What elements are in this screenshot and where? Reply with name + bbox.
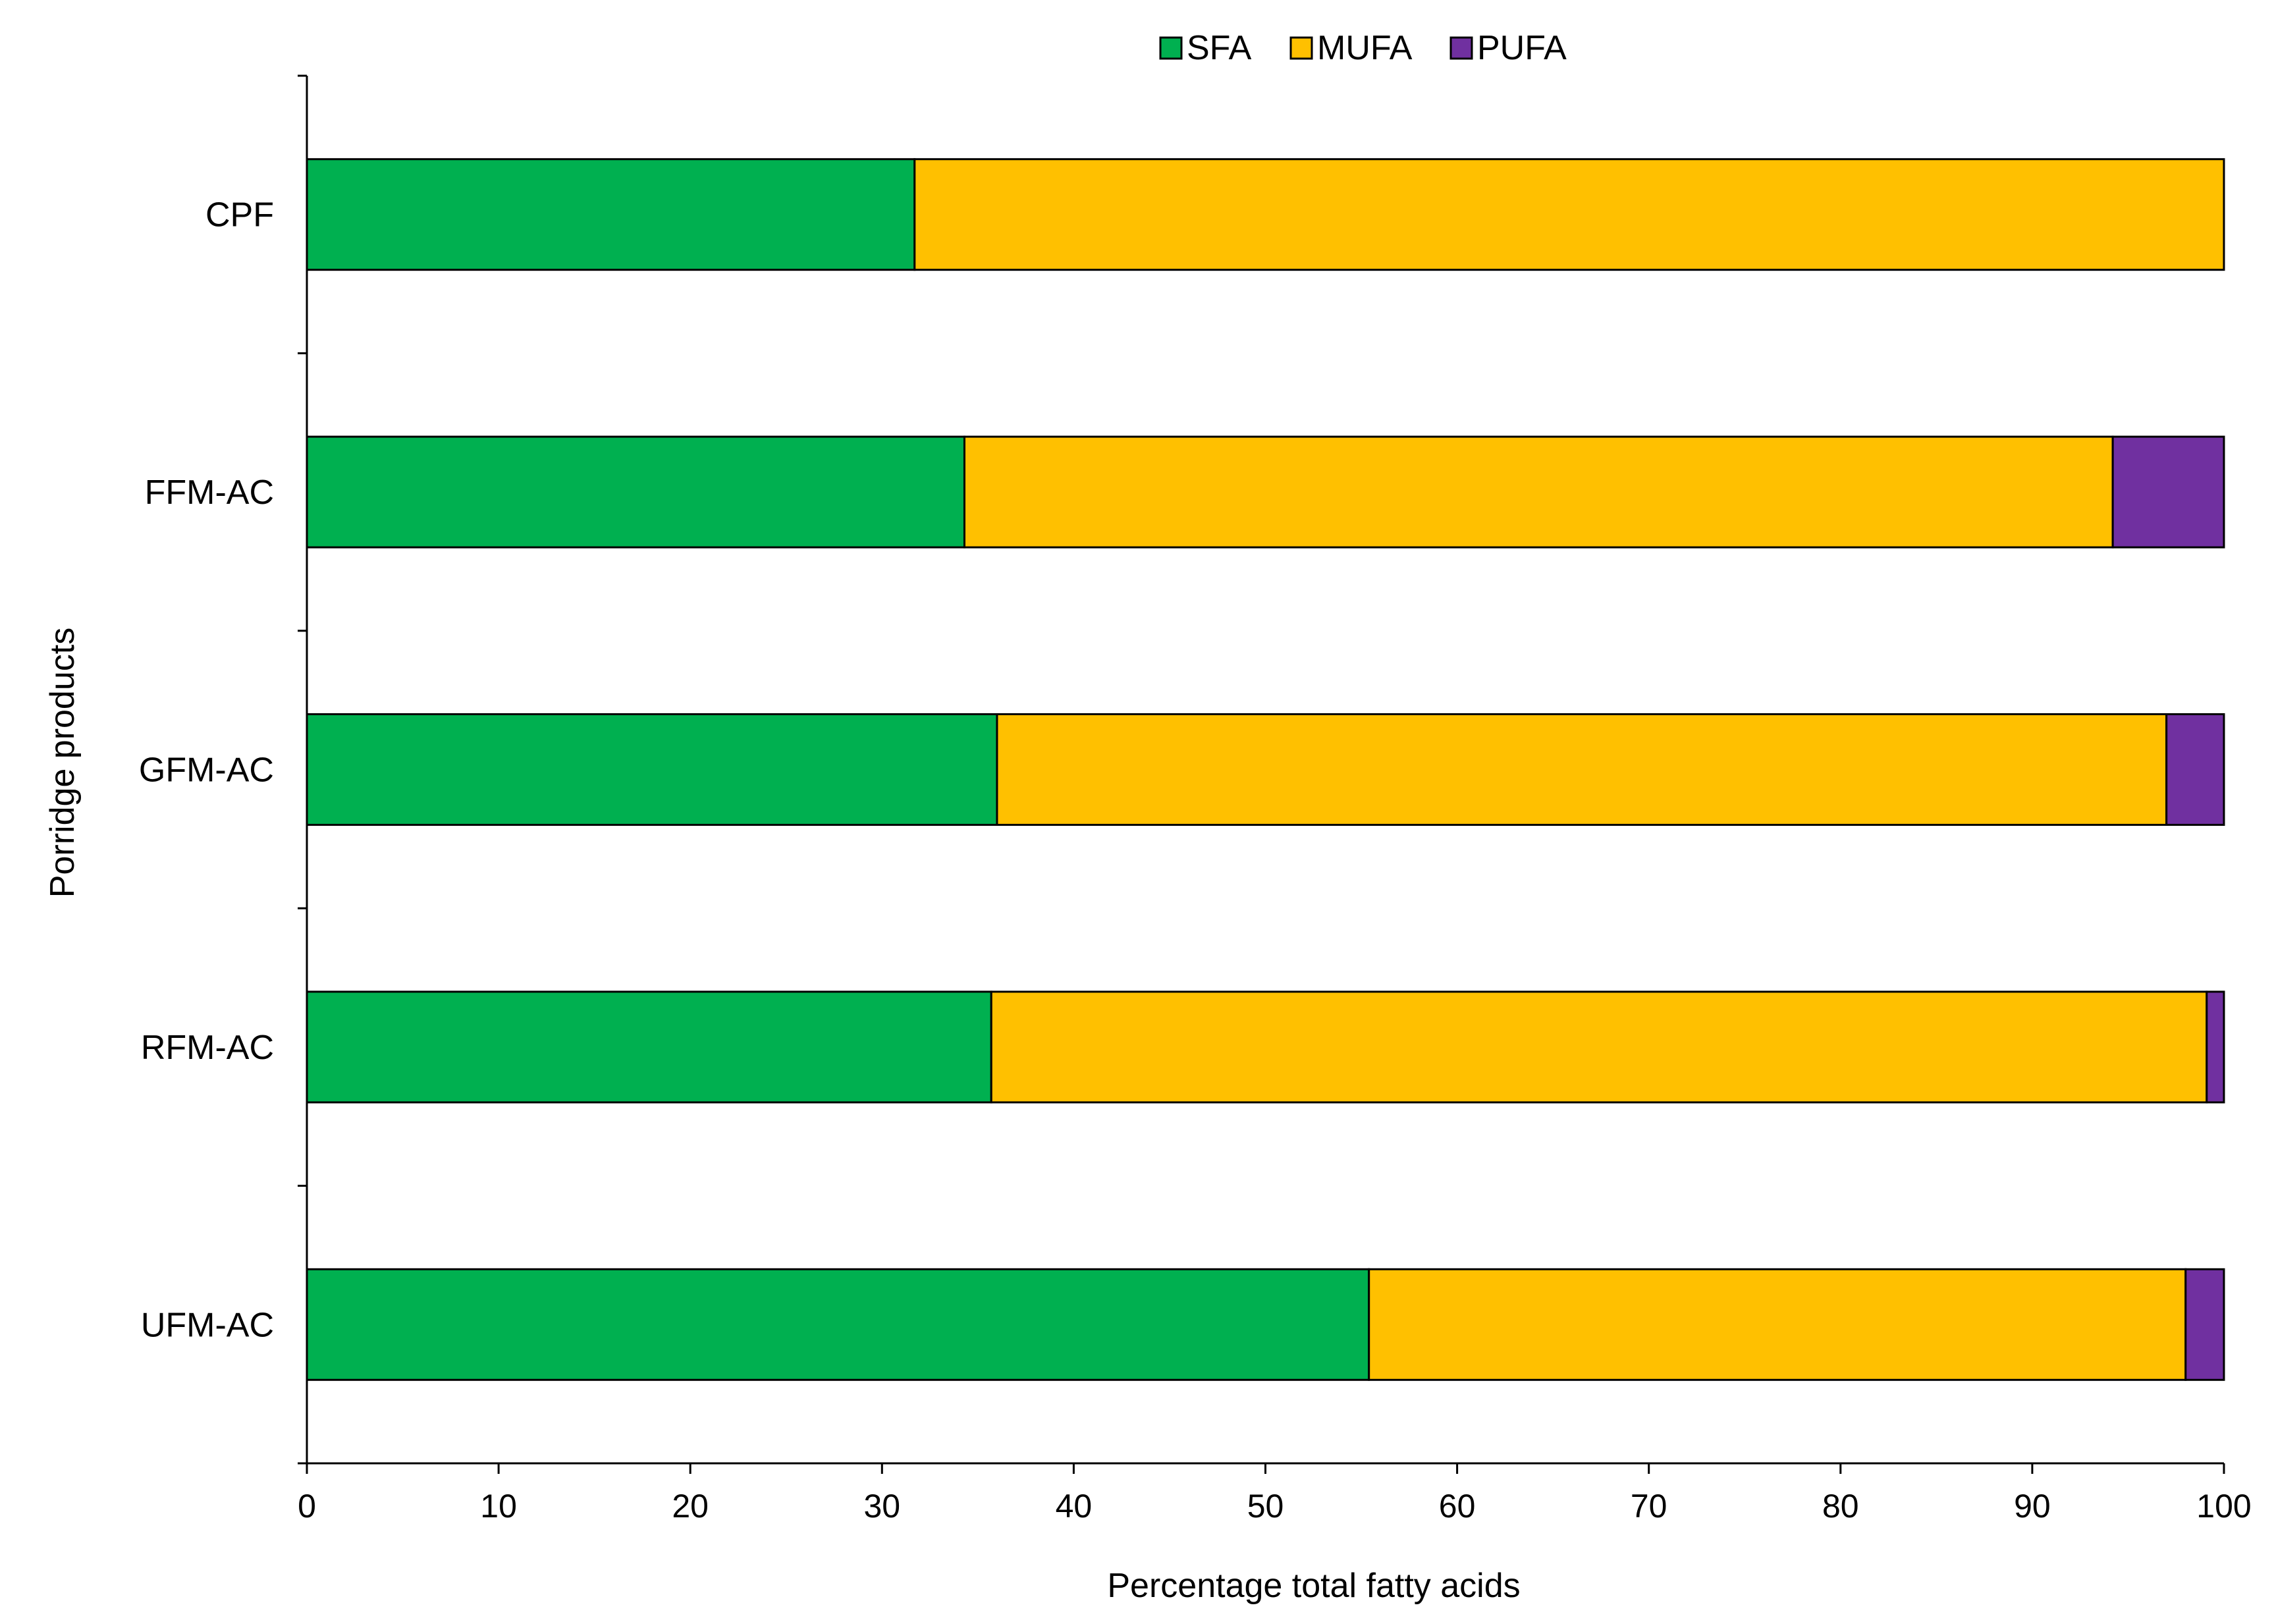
legend: SFA MUFA PUFA bbox=[1159, 29, 1567, 67]
x-tick-label: 30 bbox=[863, 1488, 900, 1525]
x-tick-label: 10 bbox=[480, 1488, 517, 1525]
bar-mufa-rfm-ac bbox=[990, 990, 2208, 1104]
legend-label-sfa: SFA bbox=[1187, 29, 1252, 67]
y-axis-title: Porridge products bbox=[43, 628, 82, 898]
x-tick-label: 70 bbox=[1631, 1488, 1667, 1525]
bar-pufa-ffm-ac bbox=[2111, 435, 2225, 549]
x-axis-title: Percentage total fatty acids bbox=[1107, 1567, 1520, 1605]
bar-pufa-ufm-ac bbox=[2184, 1268, 2225, 1381]
bar-sfa-rfm-ac bbox=[306, 990, 992, 1104]
bar-mufa-ufm-ac bbox=[1368, 1268, 2187, 1381]
y-axis-categories: CPF FFM-AC GFM-AC RFM-AC UFM-AC bbox=[139, 74, 307, 1465]
legend-label-mufa: MUFA bbox=[1317, 29, 1413, 67]
legend-label-pufa: PUFA bbox=[1477, 29, 1567, 67]
bar-mufa-ffm-ac bbox=[963, 435, 2114, 549]
category-label: FFM-AC bbox=[145, 474, 274, 512]
category-label: GFM-AC bbox=[139, 751, 274, 790]
x-tick-label: 40 bbox=[1056, 1488, 1093, 1525]
bar-sfa-ffm-ac bbox=[306, 435, 965, 549]
bar-sfa-gfm-ac bbox=[306, 713, 998, 826]
legend-swatch-sfa bbox=[1159, 36, 1183, 60]
bar-sfa-cpf bbox=[306, 158, 916, 271]
bar-sfa-ufm-ac bbox=[306, 1268, 1370, 1381]
bars bbox=[306, 158, 2225, 1381]
x-tick-label: 50 bbox=[1247, 1488, 1284, 1525]
bar-pufa-rfm-ac bbox=[2206, 990, 2225, 1104]
category-label: RFM-AC bbox=[141, 1029, 274, 1067]
bar-mufa-cpf bbox=[913, 158, 2225, 271]
x-tick-label: 20 bbox=[672, 1488, 709, 1525]
x-tick-label: 0 bbox=[298, 1488, 316, 1525]
legend-swatch-mufa bbox=[1289, 36, 1313, 60]
bar-pufa-gfm-ac bbox=[2165, 713, 2225, 826]
category-label: CPF bbox=[205, 196, 274, 234]
legend-swatch-pufa bbox=[1449, 36, 1473, 60]
x-tick-label: 90 bbox=[2014, 1488, 2051, 1525]
x-tick-label: 80 bbox=[1822, 1488, 1859, 1525]
category-label: UFM-AC bbox=[141, 1306, 274, 1344]
bar-mufa-gfm-ac bbox=[996, 713, 2168, 826]
x-tick-label: 100 bbox=[2196, 1488, 2251, 1525]
x-tick-label: 60 bbox=[1439, 1488, 1476, 1525]
x-axis-ticks: 0 10 20 30 40 50 60 70 80 90 100 bbox=[298, 1463, 2252, 1525]
